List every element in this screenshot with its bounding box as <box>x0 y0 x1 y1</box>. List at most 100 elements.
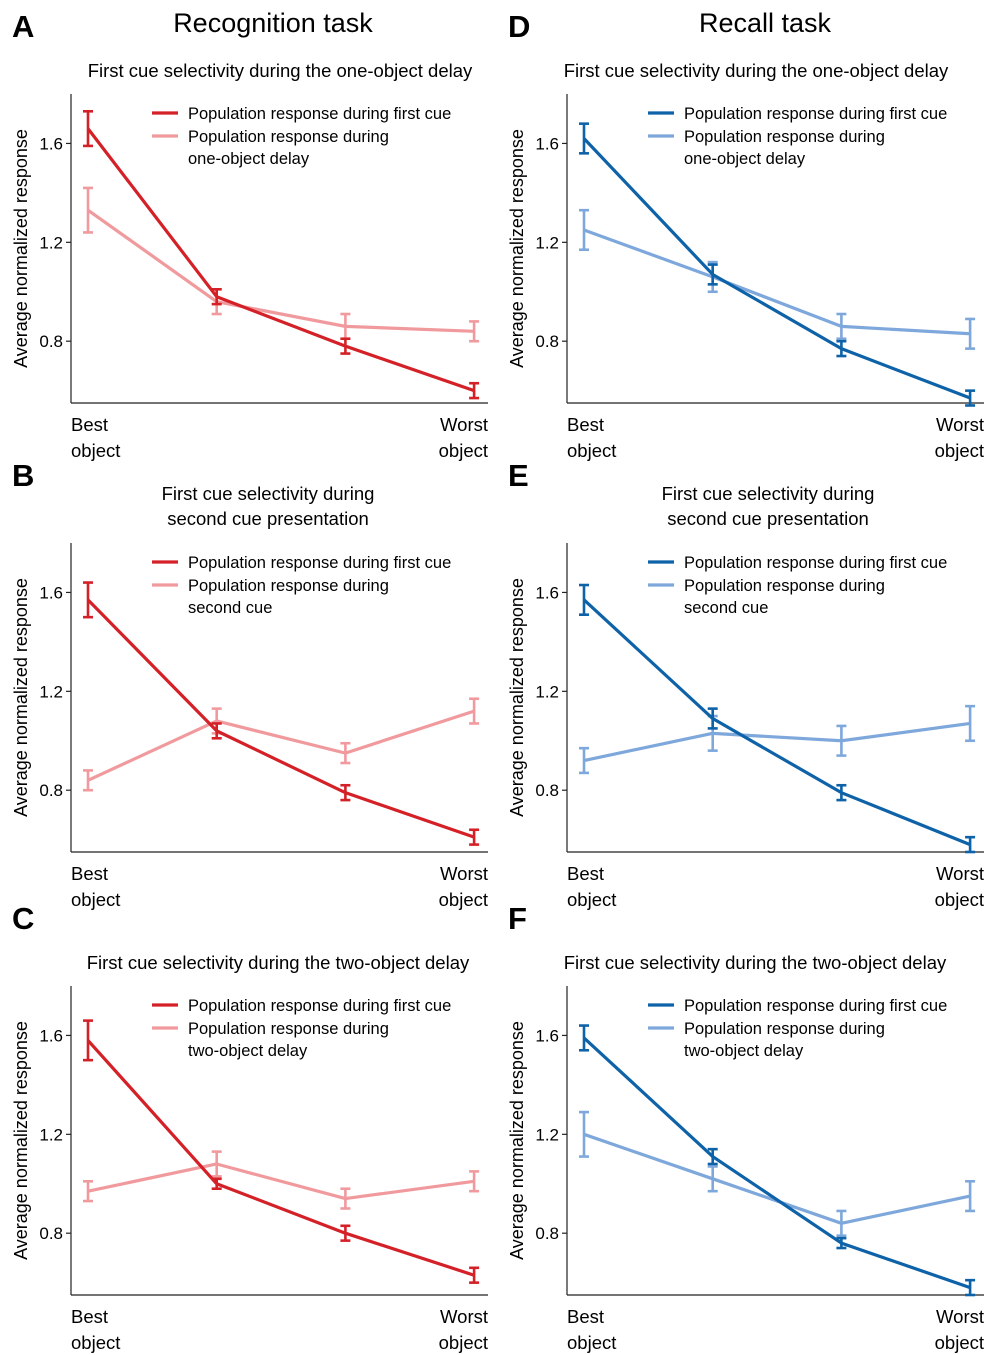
legend-label-comparison: one-object delay <box>684 150 806 168</box>
y-tick-label: 1.2 <box>535 682 559 701</box>
y-axis-label: Average normalized response <box>11 578 31 817</box>
x-label-best: Best <box>71 1306 108 1327</box>
legend-label-first-cue: Population response during first cue <box>684 997 947 1015</box>
series-line-comparison <box>87 208 475 333</box>
y-tick-label: 1.6 <box>535 583 559 602</box>
panel-c: C First cue selectivity during the two-ob… <box>11 901 488 1353</box>
panel-title: First cue selectivity during <box>162 483 375 504</box>
legend-label-comparison: one-object delay <box>188 150 310 168</box>
y-tick-label: 0.8 <box>39 332 63 351</box>
x-label-worst: Worst <box>440 863 488 884</box>
panel-letter: D <box>508 9 530 44</box>
x-label-worst: object <box>439 440 488 461</box>
y-tick-label: 1.6 <box>39 1026 63 1045</box>
y-tick-label: 1.6 <box>39 134 63 153</box>
panel-a: A First cue selectivity during the one-ob… <box>11 9 488 461</box>
legend-label-first-cue: Population response during first cue <box>188 997 451 1015</box>
y-tick-label: 1.2 <box>535 1125 559 1144</box>
series-line-first-cue <box>86 127 475 393</box>
legend-label-comparison: Population response during <box>684 577 885 595</box>
y-tick-label: 0.8 <box>39 781 63 800</box>
y-tick-label: 0.8 <box>535 332 559 351</box>
x-label-worst: object <box>439 889 488 910</box>
x-label-best: Best <box>567 414 604 435</box>
legend-label-comparison: Population response during <box>188 128 389 146</box>
series-line-comparison <box>583 721 971 763</box>
y-tick-label: 1.2 <box>535 233 559 252</box>
y-axis-label: Average normalized response <box>11 129 31 368</box>
x-label-best: Best <box>567 1306 604 1327</box>
panel-title: First cue selectivity during the two-obj… <box>564 952 947 973</box>
panel-title: First cue selectivity during the two-obj… <box>87 952 470 973</box>
panel-title: second cue presentation <box>667 508 869 529</box>
panel-title: second cue presentation <box>167 508 369 529</box>
legend-label-comparison: second cue <box>684 599 768 617</box>
panel-letter: B <box>12 458 34 493</box>
x-label-best: object <box>71 889 120 910</box>
y-tick-label: 0.8 <box>535 1224 559 1243</box>
x-label-best: object <box>71 1332 120 1353</box>
series-line-comparison <box>87 1162 475 1201</box>
panel-title: First cue selectivity during the one-obj… <box>88 60 473 81</box>
x-label-worst: object <box>935 1332 984 1353</box>
y-axis-label: Average normalized response <box>507 578 527 817</box>
x-label-best: Best <box>567 863 604 884</box>
legend-label-comparison: two-object delay <box>188 1042 308 1060</box>
legend-label-first-cue: Population response during first cue <box>684 105 947 123</box>
series-line-first-cue <box>86 598 475 839</box>
legend-label-comparison: Population response during <box>188 577 389 595</box>
x-label-best: object <box>567 889 616 910</box>
y-tick-label: 1.6 <box>535 134 559 153</box>
y-tick-label: 1.6 <box>535 1026 559 1045</box>
panel-letter: C <box>12 901 34 936</box>
y-tick-label: 0.8 <box>535 781 559 800</box>
panel-b: B First cue selectivity during second cue … <box>11 458 488 910</box>
x-label-worst: object <box>935 889 984 910</box>
x-label-worst: Worst <box>440 414 488 435</box>
x-label-worst: Worst <box>440 1306 488 1327</box>
y-tick-label: 1.6 <box>39 583 63 602</box>
panel-f: F First cue selectivity during the two-ob… <box>507 901 984 1353</box>
panel-letter: F <box>508 901 527 936</box>
y-axis-label: Average normalized response <box>11 1021 31 1260</box>
x-label-worst: object <box>439 1332 488 1353</box>
x-label-worst: Worst <box>936 1306 984 1327</box>
series-line-first-cue <box>582 1036 971 1290</box>
panel-letter: E <box>508 458 529 493</box>
y-axis-label: Average normalized response <box>507 1021 527 1260</box>
x-label-worst: Worst <box>936 863 984 884</box>
x-label-worst: Worst <box>936 414 984 435</box>
y-tick-label: 0.8 <box>39 1224 63 1243</box>
x-label-best: object <box>567 440 616 461</box>
legend-label-first-cue: Population response during first cue <box>188 105 451 123</box>
series-line-comparison <box>583 228 971 336</box>
panel-d: D First cue selectivity during the one-ob… <box>507 9 984 461</box>
series-line-first-cue <box>582 137 971 400</box>
y-tick-label: 1.2 <box>39 1125 63 1144</box>
column-title-left: Recognition task <box>173 8 373 38</box>
series-line-comparison <box>583 1132 971 1225</box>
y-tick-label: 1.2 <box>39 233 63 252</box>
x-label-best: Best <box>71 414 108 435</box>
legend-label-first-cue: Population response during first cue <box>188 554 451 572</box>
x-label-best: Best <box>71 863 108 884</box>
column-title-right: Recall task <box>699 8 832 38</box>
legend-label-comparison: Population response during <box>684 128 885 146</box>
panel-title: First cue selectivity during the one-obj… <box>564 60 949 81</box>
series-line-first-cue <box>86 1039 475 1277</box>
series-line-first-cue <box>582 598 971 847</box>
series-line-comparison <box>87 709 475 782</box>
legend-label-first-cue: Population response during first cue <box>684 554 947 572</box>
legend-label-comparison: second cue <box>188 599 272 617</box>
legend-label-comparison: Population response during <box>684 1020 885 1038</box>
x-label-best: object <box>567 1332 616 1353</box>
legend-label-comparison: Population response during <box>188 1020 389 1038</box>
legend-label-comparison: two-object delay <box>684 1042 804 1060</box>
panel-letter: A <box>12 9 34 44</box>
y-tick-label: 1.2 <box>39 682 63 701</box>
x-label-worst: object <box>935 440 984 461</box>
y-axis-label: Average normalized response <box>507 129 527 368</box>
panel-e: E First cue selectivity during second cue … <box>507 458 984 910</box>
panel-title: First cue selectivity during <box>662 483 875 504</box>
